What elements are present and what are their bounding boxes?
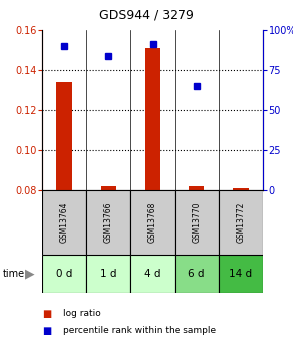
Bar [130, 190, 175, 255]
Text: log ratio: log ratio [62, 309, 100, 318]
Text: ■: ■ [42, 309, 51, 319]
Bar [130, 255, 175, 293]
Bar [86, 190, 130, 255]
Text: ■: ■ [42, 326, 51, 336]
Bar [175, 190, 219, 255]
Text: GSM13770: GSM13770 [192, 202, 201, 243]
Bar [100, 186, 116, 190]
Text: 6 d: 6 d [188, 269, 205, 279]
Bar [219, 190, 263, 255]
Text: 0 d: 0 d [56, 269, 72, 279]
Bar [175, 255, 219, 293]
Bar [42, 190, 86, 255]
Bar [233, 188, 249, 190]
Bar [219, 255, 263, 293]
Text: time: time [3, 269, 25, 279]
Bar [42, 255, 86, 293]
Text: ▶: ▶ [25, 267, 34, 280]
Text: 1 d: 1 d [100, 269, 117, 279]
Bar [189, 186, 205, 190]
Text: 4 d: 4 d [144, 269, 161, 279]
Bar [86, 255, 130, 293]
Bar [145, 48, 160, 190]
Text: GSM13772: GSM13772 [236, 202, 246, 243]
Text: 14 d: 14 d [229, 269, 253, 279]
Text: GDS944 / 3279: GDS944 / 3279 [99, 9, 194, 22]
Text: GSM13768: GSM13768 [148, 202, 157, 243]
Text: GSM13764: GSM13764 [59, 202, 69, 243]
Text: percentile rank within the sample: percentile rank within the sample [62, 326, 216, 335]
Bar [56, 82, 72, 190]
Text: GSM13766: GSM13766 [104, 202, 113, 243]
